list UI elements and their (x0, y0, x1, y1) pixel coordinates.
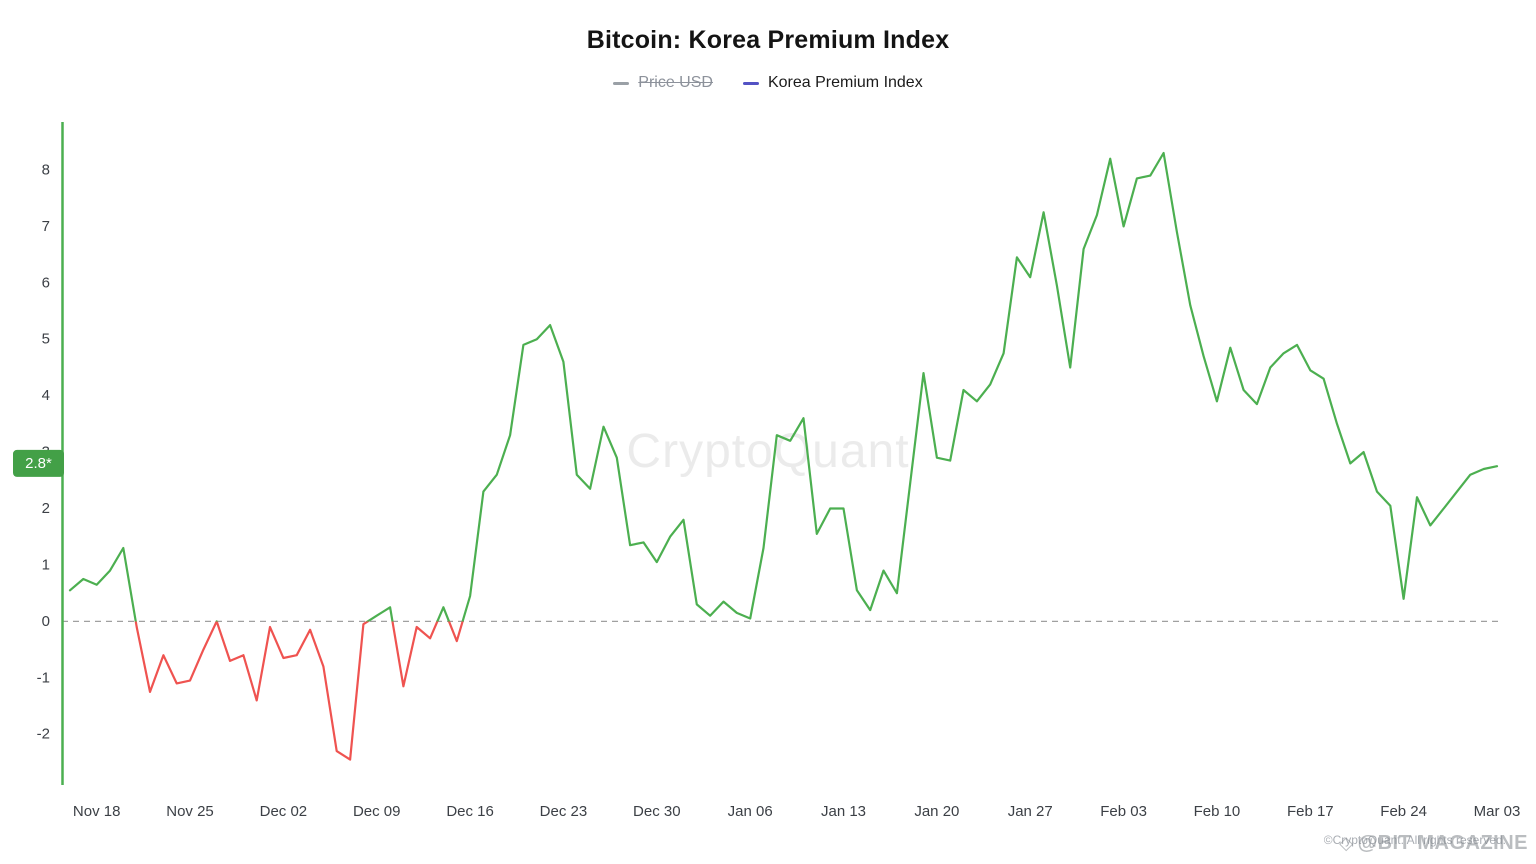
x-tick-label: Dec 23 (540, 803, 588, 820)
x-tick-label: Dec 02 (260, 803, 308, 820)
y-tick-label: -2 (37, 726, 50, 743)
y-tick-label: -1 (37, 669, 50, 686)
legend-label: Korea Premium Index (767, 74, 923, 91)
x-tick-label: Mar 03 (1474, 803, 1521, 820)
gem-icon: ◇ (1339, 833, 1354, 853)
legend-dash-icon (742, 81, 759, 85)
x-tick-label: Dec 16 (446, 803, 494, 820)
x-tick-label: Feb 24 (1380, 803, 1427, 820)
x-tick-label: Feb 10 (1194, 803, 1241, 820)
legend-dash-icon (613, 81, 630, 85)
x-tick-label: Feb 17 (1287, 803, 1334, 820)
y-tick-label: 1 (42, 556, 50, 573)
copyright-text: ©CryptoQuant. All rights reserved. (1323, 833, 1506, 847)
x-tick-label: Jan 13 (821, 803, 866, 820)
legend-label: Price USD (638, 74, 713, 91)
x-tick-label: Nov 25 (166, 803, 214, 820)
bit-magazine-watermark: ◇ @BIT MAGAZINE (1339, 832, 1528, 855)
x-tick-label: Nov 18 (73, 803, 121, 820)
y-tick-label: 5 (42, 331, 50, 348)
x-tick-label: Dec 30 (633, 803, 681, 820)
x-tick-label: Dec 09 (353, 803, 401, 820)
y-tick-label: 6 (42, 274, 50, 291)
korea-premium-index-line[interactable] (68, 151, 1499, 761)
y-tick-label: 2 (42, 500, 50, 517)
x-tick-label: Jan 06 (728, 803, 773, 820)
x-tick-label: Feb 03 (1100, 803, 1147, 820)
current-value-badge-label: 2.8* (25, 455, 52, 472)
y-tick-label: 8 (42, 161, 50, 178)
x-tick-label: Jan 27 (1008, 803, 1053, 820)
bit-magazine-label: @BIT MAGAZINE (1357, 832, 1528, 854)
y-tick-label: 4 (42, 387, 50, 404)
legend-item-korea-premium-index[interactable]: Korea Premium Index (742, 74, 923, 92)
legend: Price USD Korea Premium Index (0, 74, 1536, 92)
x-tick-label: Jan 20 (914, 803, 959, 820)
current-value-badge (13, 449, 64, 477)
chart-title: Bitcoin: Korea Premium Index (586, 26, 950, 54)
y-tick-label: 0 (42, 613, 50, 630)
cryptoquant-watermark: CryptoQuant (626, 425, 910, 478)
y-tick-label: 7 (42, 218, 50, 235)
legend-item-price-usd[interactable]: Price USD (613, 74, 713, 92)
